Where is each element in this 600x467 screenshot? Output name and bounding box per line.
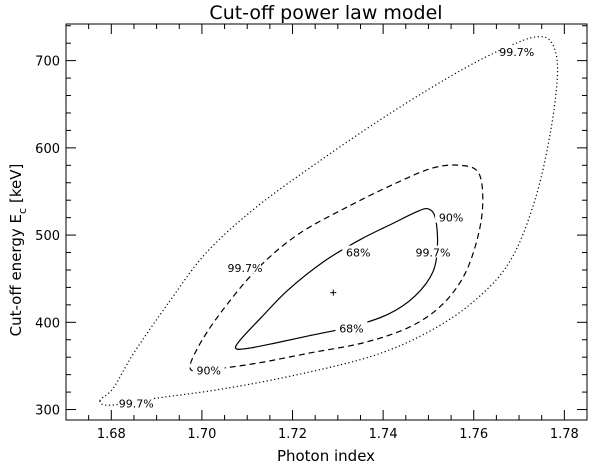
contour-label: 99.7%: [499, 46, 534, 59]
x-axis-title: Photon index: [277, 447, 375, 465]
contour-dashed: [189, 164, 484, 372]
contour-label: 99.7%: [119, 397, 154, 410]
contour-label-bg: [192, 363, 225, 376]
contour-label-bg: [416, 245, 449, 258]
y-tick-label: 500: [35, 229, 60, 244]
contour-label: 99.7%: [415, 247, 450, 260]
x-tick-label: 1.78: [550, 427, 579, 442]
x-tick-label: 1.74: [369, 427, 398, 442]
chart-title: Cut-off power law model: [209, 2, 442, 24]
y-axis-title-subscript: c: [16, 208, 29, 214]
y-axis-title-text: Cut-off energy Ec [keV]: [7, 164, 29, 337]
contour-label: 68%: [346, 247, 370, 260]
contour-label: 90%: [439, 212, 463, 225]
axis-ticks: 1.68 1.70 1.72 1.74 1.76 1.78 300 400 500 600 700: [35, 24, 588, 442]
contour-label: 68%: [339, 322, 363, 335]
contour-label: 99.7%: [227, 262, 262, 275]
plot-frame: [65, 23, 588, 421]
best-fit-marker: [330, 289, 337, 296]
y-tick-label: 300: [35, 404, 60, 419]
contour-label-bg: [500, 44, 533, 57]
x-tick-label: 1.68: [97, 427, 126, 442]
y-tick-label: 400: [35, 316, 60, 331]
y-axis-title: Cut-off energy Ec [keV]: [7, 164, 29, 337]
contour-label-bg: [335, 321, 368, 334]
y-tick-label: 600: [35, 142, 60, 157]
x-tick-label: 1.76: [459, 427, 488, 442]
contour-lines: [99, 36, 559, 406]
contour-label-bg: [435, 210, 468, 223]
contour-label: 90%: [196, 364, 220, 377]
x-tick-label: 1.72: [278, 427, 307, 442]
y-axis-title-main: Cut-off energy E: [7, 214, 25, 336]
contour-label-bg: [342, 245, 375, 258]
y-axis-title-unit: [keV]: [7, 164, 25, 203]
contour-labels: 68% 68% 90% 90% 99.7% 99.7% 99.7% 99.7%: [119, 44, 534, 410]
x-tick-label: 1.70: [187, 427, 216, 442]
y-tick-label: 700: [35, 55, 60, 70]
contour-label-bg: [120, 396, 153, 409]
contour-label-bg: [228, 261, 261, 274]
